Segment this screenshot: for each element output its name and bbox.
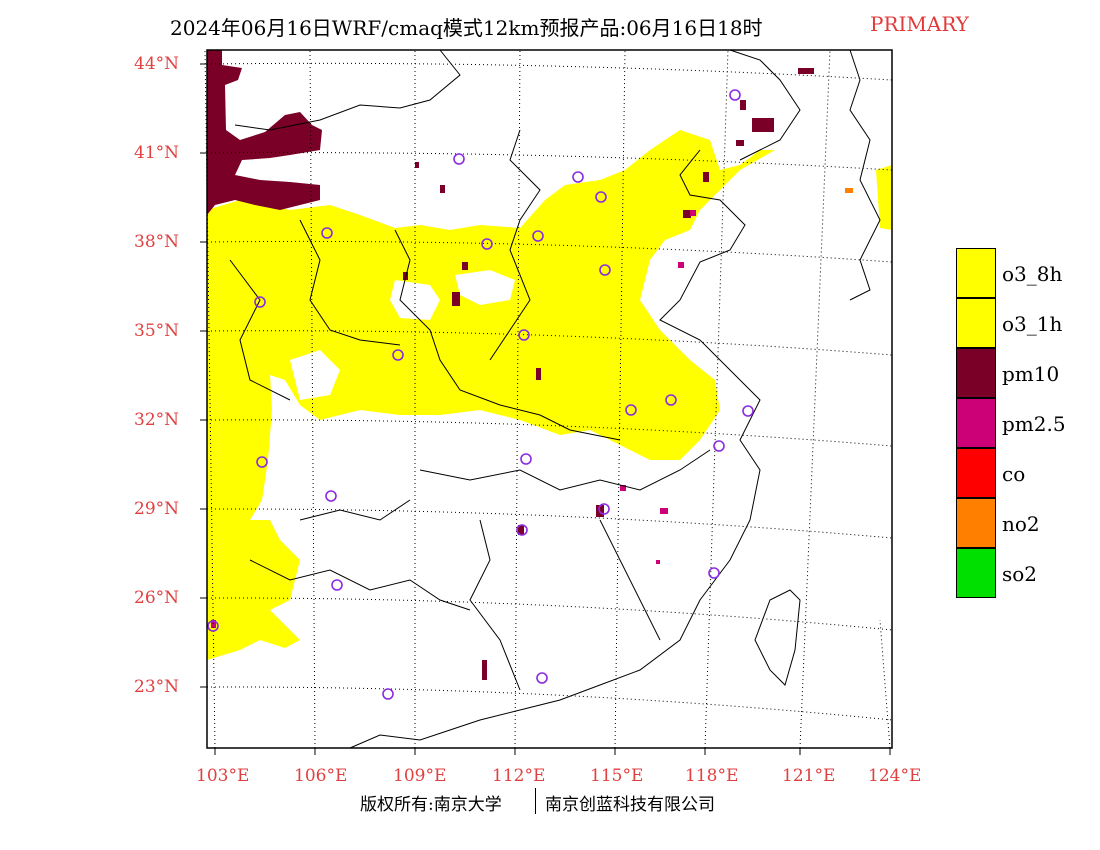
lat-tick: 44°N bbox=[134, 54, 180, 74]
lon-tick: 103°E bbox=[196, 766, 250, 786]
legend-swatch bbox=[956, 398, 996, 448]
lon-tick: 112°E bbox=[492, 766, 546, 786]
legend-label: co bbox=[1002, 462, 1026, 486]
lat-tick: 35°N bbox=[134, 321, 180, 341]
boundaries bbox=[229, 49, 881, 749]
legend-swatch bbox=[956, 548, 996, 598]
graticule bbox=[204, 49, 893, 749]
map-frame bbox=[206, 49, 893, 749]
lon-tick: 118°E bbox=[685, 766, 739, 786]
copyright-right: 南京创蓝科技有限公司 bbox=[545, 795, 715, 815]
lon-tick: 109°E bbox=[393, 766, 447, 786]
lat-tick: 23°N bbox=[134, 677, 180, 697]
legend-swatch bbox=[956, 248, 996, 298]
lon-tick: 121°E bbox=[782, 766, 836, 786]
lon-tick: 106°E bbox=[294, 766, 348, 786]
copyright-left: 版权所有:南京大学 bbox=[360, 795, 502, 815]
lat-tick: 29°N bbox=[134, 499, 180, 519]
title-text: 2024年06月16日WRF/cmaq模式12km预报产品:06月16日18时 bbox=[170, 16, 763, 40]
no2-spot bbox=[845, 188, 853, 193]
station-markers bbox=[207, 89, 754, 700]
legend-label: no2 bbox=[1002, 512, 1040, 536]
lon-tick: 124°E bbox=[868, 766, 922, 786]
legend-label: o3_8h bbox=[1002, 262, 1063, 286]
footer-divider bbox=[535, 788, 536, 814]
legend-label: o3_1h bbox=[1002, 312, 1063, 336]
lat-tick: 32°N bbox=[134, 410, 180, 430]
lat-tick: 38°N bbox=[134, 232, 180, 252]
legend-label: pm10 bbox=[1002, 362, 1060, 386]
lat-tick: 26°N bbox=[134, 588, 180, 608]
lon-tick: 115°E bbox=[590, 766, 644, 786]
legend-label: so2 bbox=[1002, 562, 1038, 586]
legend-label: pm2.5 bbox=[1002, 412, 1066, 436]
lat-tick: 41°N bbox=[134, 143, 180, 163]
title-tag: PRIMARY bbox=[870, 12, 969, 36]
legend-swatch bbox=[956, 348, 996, 398]
legend-swatch bbox=[956, 448, 996, 498]
coverage-gaps bbox=[290, 270, 515, 455]
legend-swatch bbox=[956, 298, 996, 348]
legend-swatch bbox=[956, 498, 996, 548]
